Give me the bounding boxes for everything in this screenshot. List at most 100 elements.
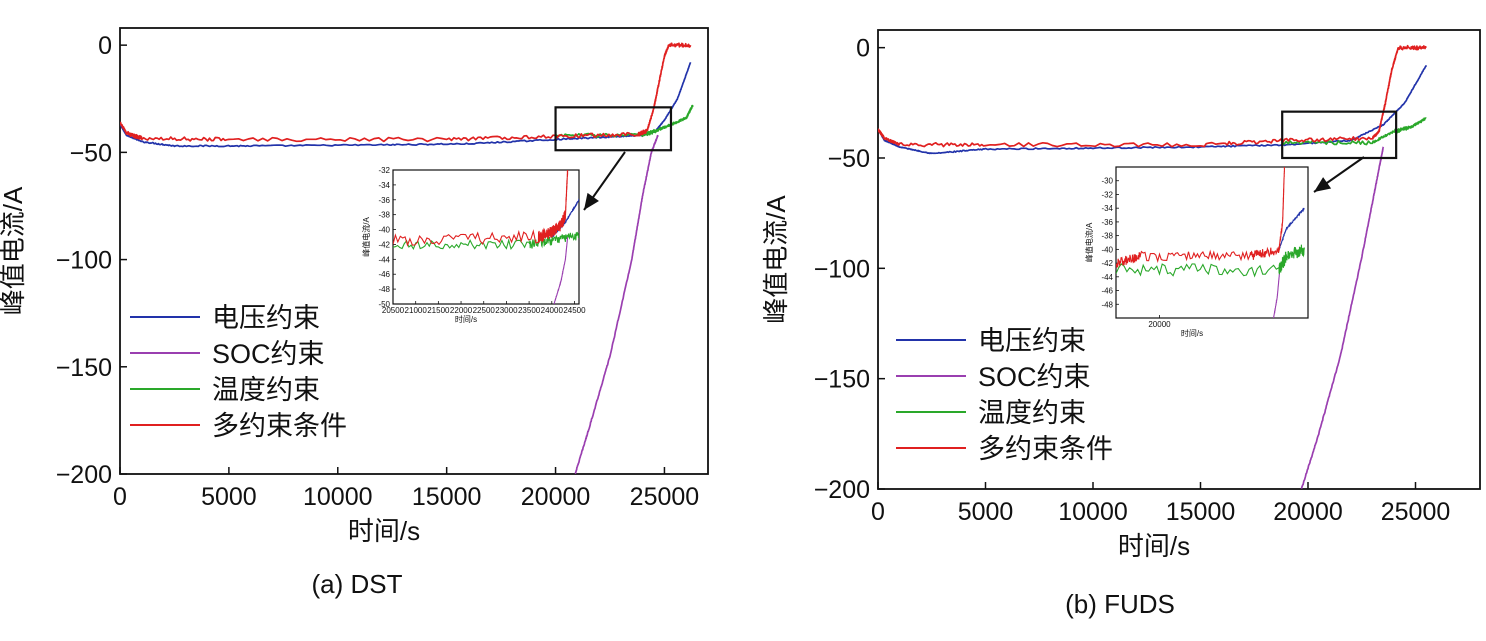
inset-x-tick-label: 23500: [518, 306, 541, 315]
inset-x-axis-title: 时间/s: [1181, 328, 1203, 338]
inset-series-line-2: [1116, 244, 1305, 278]
y-tick-label: −50: [828, 145, 870, 173]
y-tick-label: −200: [814, 476, 870, 504]
inset-frame: [1115, 166, 1309, 319]
inset-series-group: [393, 170, 579, 304]
legend-label-0: 电压约束: [212, 303, 320, 333]
inset-y-tick-label: -40: [378, 226, 390, 235]
inset-y-tick-label: -38: [1101, 232, 1113, 241]
inset-x-tick-label: 22000: [450, 306, 473, 315]
inset-series-line-1: [553, 236, 569, 304]
inset-x-tick-label: 24500: [563, 306, 586, 315]
x-tick-label: 25000: [630, 483, 700, 511]
inset-x-tick-label: 22500: [473, 306, 496, 315]
inset-x-tick-label: 23000: [495, 306, 518, 315]
inset-y-tick-label: -36: [1101, 218, 1113, 227]
series-line-3: [878, 44, 1427, 148]
inset-x-tick-label: 24000: [541, 306, 564, 315]
y-tick-label: 0: [856, 35, 870, 63]
inset-x-tick-label: 20500: [382, 306, 405, 315]
zoom-box: [1281, 110, 1398, 160]
zoom-arrow-head: [1314, 177, 1332, 192]
y-axis-title: 峰值电流/A: [0, 186, 28, 315]
y-tick-label: −200: [56, 461, 112, 489]
y-tick-label: −50: [70, 139, 112, 167]
inset-series-line-0: [1278, 207, 1305, 251]
y-axis-title: 峰值电流/A: [761, 195, 791, 324]
chart-dst: 0 5000 10000 15000 20000 25000 0 −50 −100 −150 −20…: [0, 27, 709, 599]
x-tick-label: 0: [871, 498, 885, 526]
inset-y-tick-label: -48: [1101, 300, 1113, 309]
x-tick-label: 25000: [1381, 498, 1451, 526]
inset-y-tick-label: -32: [378, 166, 390, 175]
inset-y-tick-label: -44: [378, 255, 390, 264]
legend-label-3: 多约束条件: [212, 411, 347, 441]
zoom-arrow-head: [584, 192, 599, 210]
x-tick-label: 0: [113, 483, 127, 511]
inset-series-line-3: [393, 170, 569, 247]
x-axis-title: 时间/s: [348, 516, 420, 546]
series-line-0: [878, 64, 1428, 155]
inset-y-tick-label: -48: [378, 285, 390, 294]
y-tick-label: −100: [814, 255, 870, 283]
inset-y-tick-label: -30: [1101, 177, 1113, 186]
inset-y-tick-label: -32: [1101, 190, 1113, 199]
x-tick-label: 5000: [958, 498, 1014, 526]
chart-fuds: 0 5000 10000 15000 20000 25000 0 −50 −100 −150 −20…: [761, 29, 1481, 619]
x-tick-label: 15000: [1166, 498, 1236, 526]
inset-chart: -30 -32 -34 -36 -38 -40 -42 -44 -46 -48 20000 时间/s 峰…: [1084, 166, 1309, 338]
y-tick-label: 0: [98, 32, 112, 60]
plot-frame: [877, 29, 1481, 490]
inset-series-line-3: [1116, 167, 1285, 268]
inset-y-tick-label: -42: [378, 240, 390, 249]
inset-y-tick-label: -40: [1101, 245, 1113, 254]
chart-caption: (a) DST: [312, 569, 403, 599]
inset-x-tick-label: 20000: [1148, 320, 1171, 329]
inset-x-axis-title: 时间/s: [455, 314, 477, 324]
y-tick-label: −100: [56, 247, 112, 275]
series-line-0: [120, 61, 692, 148]
legend-label-0: 电压约束: [978, 326, 1086, 356]
inset-x-tick-label: 21500: [427, 306, 450, 315]
inset-x-tick-label: 21000: [405, 306, 428, 315]
x-tick-label: 20000: [521, 483, 591, 511]
inset-y-tick-label: -36: [378, 196, 390, 205]
inset-y-axis-title: 峰值电流/A: [361, 217, 371, 257]
x-tick-label: 10000: [1058, 498, 1128, 526]
legend-label-1: SOC约束: [978, 362, 1091, 392]
inset-series-group: [1116, 167, 1305, 318]
zoom-box: [554, 106, 673, 152]
x-tick-label: 10000: [303, 483, 373, 511]
x-tick-label: 15000: [412, 483, 482, 511]
inset-y-tick-label: -42: [1101, 259, 1113, 268]
y-tick-label: −150: [814, 366, 870, 394]
inset-y-tick-label: -38: [378, 211, 390, 220]
legend-label-2: 温度约束: [978, 398, 1086, 428]
series-line-2: [1281, 117, 1427, 146]
series-line-2: [555, 104, 694, 138]
plot-frame: [119, 27, 709, 475]
inset-y-axis-title: 峰值电流/A: [1084, 222, 1094, 262]
series-line-1: [1300, 146, 1385, 489]
series-group: [878, 44, 1428, 489]
y-tick-label: −150: [56, 354, 112, 382]
inset-y-tick-label: -34: [1101, 204, 1113, 213]
x-tick-label: 20000: [1273, 498, 1343, 526]
inset-y-tick-label: -34: [378, 181, 390, 190]
x-axis-title: 时间/s: [1118, 531, 1190, 561]
inset-y-tick-label: -50: [378, 300, 390, 309]
inset-y-tick-label: -44: [1101, 273, 1113, 282]
legend-label-3: 多约束条件: [978, 434, 1113, 464]
inset-series-line-1: [1273, 270, 1281, 318]
legend-label-1: SOC约束: [212, 339, 325, 369]
series-group: [120, 42, 694, 474]
inset-y-tick-label: -46: [1101, 287, 1113, 296]
inset-y-tick-label: -46: [378, 270, 390, 279]
legend-label-2: 温度约束: [212, 375, 320, 405]
series-line-3: [120, 42, 692, 143]
series-line-1: [574, 134, 659, 474]
chart-caption: (b) FUDS: [1065, 589, 1175, 619]
